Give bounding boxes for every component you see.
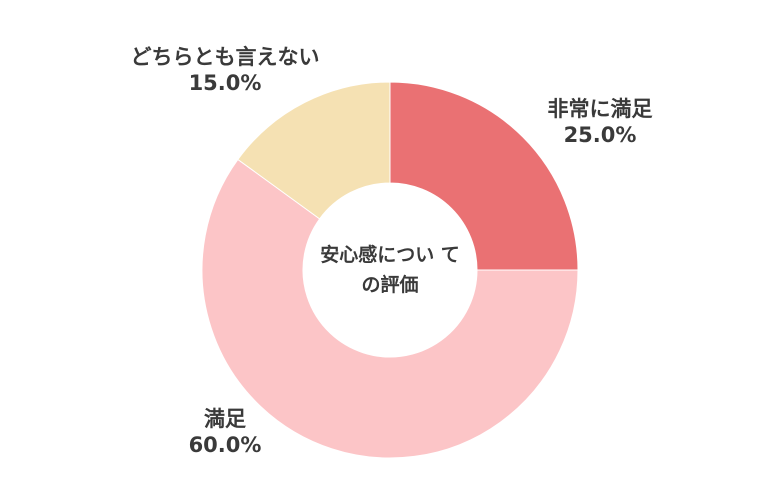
center-title-line-1: 安心感につい て [320, 244, 460, 266]
slice-label-satisfied: 満足 60.0% [160, 406, 290, 458]
slice-category-neutral: どちらとも言えない [130, 45, 320, 69]
slice-value-neutral: 15.0% [188, 71, 262, 95]
slice-category-satisfied: 満足 [204, 407, 246, 431]
slice-very-satisfied [389, 81, 579, 271]
slice-value-very-satisfied: 25.0% [563, 123, 637, 147]
slice-neutral [237, 81, 391, 220]
center-title-line-2: の評価 [361, 274, 419, 296]
slice-label-very-satisfied: 非常に満足 25.0% [535, 96, 665, 148]
slice-value-satisfied: 60.0% [188, 433, 262, 457]
slice-satisfied [201, 158, 579, 459]
chart-center-title: 安心感につい て の評価 [300, 240, 480, 300]
slice-label-neutral: どちらとも言えない 15.0% [100, 44, 350, 96]
slice-category-very-satisfied: 非常に満足 [547, 97, 653, 121]
inner-ring [306, 186, 474, 354]
